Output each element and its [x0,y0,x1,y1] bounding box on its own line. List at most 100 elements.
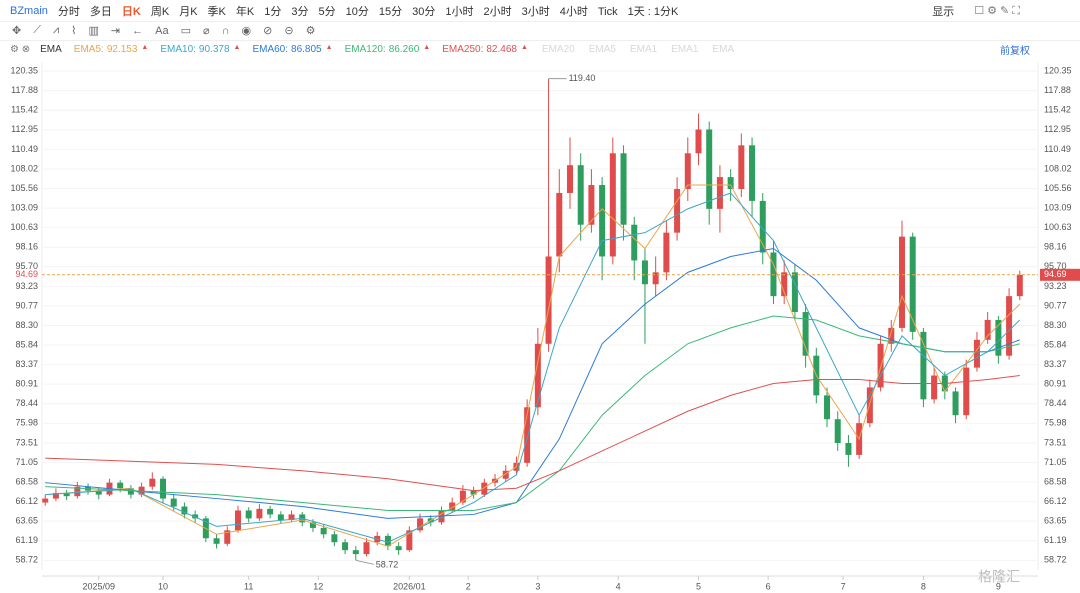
y-tick-label-right: 103.09 [1044,203,1072,213]
candle-body [127,488,134,495]
period-tab[interactable]: Tick [597,5,618,18]
candle-body [674,189,681,233]
tool-icon[interactable]: ▥ [88,25,99,37]
period-tab[interactable]: 3分 [291,5,309,18]
y-tick-label-right: 85.84 [1044,339,1067,349]
candle-body [502,470,509,479]
legend-value: 90.378 [198,43,230,55]
y-tick-label-right: 80.91 [1044,379,1067,389]
candle-body [309,522,316,528]
period-tab[interactable]: 周K [150,5,170,18]
candle-body [545,256,552,344]
text-tool[interactable]: Aa [155,24,169,37]
x-tick-label: 12 [313,581,323,591]
y-tick-label-right: 78.44 [1044,398,1067,408]
candle-body [481,482,488,495]
y-tick-label-right: 108.02 [1044,163,1072,173]
tool-icon[interactable]: ⊘ [263,25,273,37]
period-tab[interactable]: 10分 [345,5,369,18]
candle-body [449,502,456,511]
candle-body [352,550,359,555]
candle-body [791,272,798,313]
tool-icon[interactable]: ⟋ [33,24,41,36]
candle-body [213,538,220,544]
candle-body [1006,296,1013,356]
y-tick-label-left: 78.44 [15,398,38,408]
y-tick-label-right: 88.30 [1044,320,1067,330]
x-tick-label: 2025/09 [82,581,115,591]
tool-icon[interactable]: ◉ [241,25,252,37]
candle-body [952,391,959,416]
candle-body [684,153,691,189]
candle-body [395,546,402,551]
period-tab[interactable]: 4小时 [559,5,588,18]
y-tick-label-right: 61.19 [1044,535,1067,545]
tool-icon[interactable]: ⊝ [284,25,294,37]
y-tick-label-right: 115.42 [1044,105,1071,115]
toolbar-icons[interactable]: ☐ ⚙ ✎ ⛶ [974,4,1020,17]
ema-line [45,184,1021,547]
y-tick-label-right: 83.37 [1044,359,1067,369]
y-tick-label-left: 90.77 [15,300,38,310]
candle-body [42,498,49,503]
candle-body [781,272,788,297]
tool-icon[interactable]: ⚙ [305,25,316,37]
candle-body [470,490,477,495]
period-tab[interactable]: 季K [207,5,226,18]
legend-inactive: EMA1 [629,43,658,55]
tool-icon[interactable]: ⇥ [110,25,121,37]
period-tab[interactable]: 1分 [264,5,282,18]
candle-body [599,185,606,257]
candle-body [866,387,873,424]
period-tab[interactable]: 多日 [89,5,112,18]
y-tick-label-right: 95.70 [1044,261,1067,271]
tool-icon[interactable]: ∩ [221,24,230,37]
annotation-leader [355,559,374,565]
candle-body [202,518,209,539]
y-tick-label-left: 58.72 [15,555,38,565]
tool-icon[interactable]: ← [132,24,144,37]
candle-body [984,319,991,340]
y-tick-label-left: 63.65 [15,516,38,526]
candle-body [534,343,541,408]
period-tab[interactable]: 1天 : 1分K [627,5,679,18]
candle-body [95,490,102,495]
candle-body [299,514,306,523]
period-tab[interactable]: 15分 [378,5,403,18]
candle-body [759,200,766,253]
period-tab[interactable]: 3小时 [521,5,550,18]
tool-icon[interactable]: ⩘ [52,24,60,36]
period-tab[interactable]: 月K [179,5,198,18]
candle-body [813,355,820,396]
candle-body [106,482,113,495]
period-tab[interactable]: 30分 [412,5,436,18]
adjust-mode[interactable]: 前复权 [1000,45,1030,57]
candle-body [770,252,777,297]
period-tab[interactable]: 年K [235,5,255,18]
indicator-name[interactable]: EMA [40,43,62,55]
candle-body [406,530,413,551]
display-menu[interactable]: 显示 [932,5,955,18]
candle-body [834,419,841,443]
legend-icons[interactable]: ⚙ ⊗ [10,43,31,55]
y-tick-label-left: 100.63 [10,222,38,232]
y-tick-label-left: 93.23 [15,281,38,291]
tool-icon[interactable]: ⌀ [203,25,210,37]
tool-icon[interactable]: ✥ [12,25,22,37]
period-tab[interactable]: 1小时 [445,5,474,18]
candle-body [706,129,713,209]
candle-body [427,518,434,523]
tool-icon[interactable]: ⌇ [71,25,77,37]
candle-body [288,514,295,520]
period-tab[interactable]: 分时 [57,5,80,18]
candle-body [74,486,81,497]
period-tab[interactable]: 2小时 [483,5,512,18]
symbol[interactable]: BZmain [10,4,48,17]
tool-icon[interactable]: ▭ [180,25,192,37]
period-tab[interactable]: 日K [121,5,141,18]
y-tick-label-right: 112.95 [1044,124,1071,134]
period-tab[interactable]: 5分 [318,5,336,18]
candle-body [898,236,905,328]
candle-body [170,498,177,507]
legend-arrow: ▲ [325,43,333,51]
